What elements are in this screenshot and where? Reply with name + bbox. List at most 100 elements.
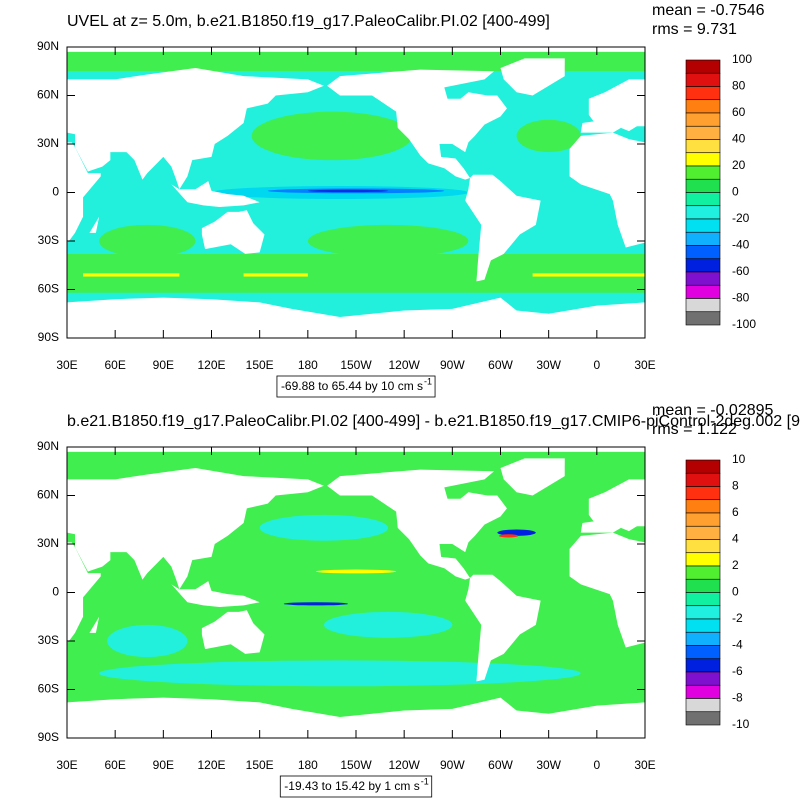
stat: mean = -0.7546 xyxy=(652,2,765,19)
colorbar-box xyxy=(685,112,721,127)
colorbar-label: -100 xyxy=(732,317,756,331)
x-tick-label: 30W xyxy=(536,758,561,772)
colorbar-box xyxy=(685,298,721,313)
range-label: -69.88 to 65.44 by 10 cm s xyxy=(281,379,423,393)
colorbar-box xyxy=(685,178,721,193)
y-tick-label: 30N xyxy=(37,536,59,550)
colorbar-box xyxy=(685,698,721,713)
colorbar-box xyxy=(685,284,721,299)
colorbar-box xyxy=(685,86,721,101)
colorbar-box xyxy=(685,552,721,567)
x-tick-label: 30E xyxy=(634,358,655,372)
colorbar-label: 100 xyxy=(732,52,752,66)
colorbar-label: 6 xyxy=(732,505,739,519)
colorbar-box xyxy=(685,578,721,593)
colorbar-label: 40 xyxy=(732,132,746,146)
x-tick-label: 30E xyxy=(634,758,655,772)
range-unit-exponent: -1 xyxy=(424,376,432,386)
x-tick-label: 60W xyxy=(488,758,513,772)
colorbar-box xyxy=(685,139,721,154)
x-tick-label: 150E xyxy=(246,358,274,372)
colorbar-box xyxy=(685,499,721,514)
map-field xyxy=(67,447,645,738)
colorbar-box xyxy=(685,125,721,140)
colorbar-box xyxy=(685,486,721,501)
x-tick-label: 90E xyxy=(153,358,174,372)
y-tick-label: 90N xyxy=(37,39,59,53)
colorbar-label: 0 xyxy=(732,585,739,599)
x-tick-label: 90W xyxy=(440,358,465,372)
colorbar-label: -6 xyxy=(732,664,743,678)
colorbar-label: -60 xyxy=(732,264,750,278)
colorbar-box xyxy=(685,231,721,246)
y-tick-label: 60N xyxy=(37,488,59,502)
range-unit-exponent: -1 xyxy=(421,776,429,786)
x-tick-label: 120W xyxy=(388,758,420,772)
title: b.e21.B1850.f19_g17.PaleoCalibr.PI.02 [4… xyxy=(67,413,800,430)
range-label-box xyxy=(276,375,436,398)
range-label-box xyxy=(279,775,433,798)
colorbar-box xyxy=(685,165,721,180)
colorbar-box xyxy=(685,192,721,207)
x-tick-label: 0 xyxy=(593,358,600,372)
title: UVEL at z= 5.0m, b.e21.B1850.f19_g17.Pal… xyxy=(67,13,550,30)
colorbar-label: 10 xyxy=(732,452,746,466)
colorbar-label: -40 xyxy=(732,238,750,252)
colorbar-box xyxy=(685,592,721,607)
x-tick-label: 90E xyxy=(153,758,174,772)
y-tick-label: 30N xyxy=(37,136,59,150)
colorbar-label: 2 xyxy=(732,558,739,572)
x-tick-label: 150W xyxy=(340,758,372,772)
colorbar-box xyxy=(685,205,721,220)
stat: rms = 9.731 xyxy=(652,21,737,38)
colorbar-box xyxy=(685,645,721,660)
x-tick-label: 180 xyxy=(298,758,318,772)
colorbar-label: -10 xyxy=(732,717,750,731)
colorbar-box xyxy=(685,565,721,580)
colorbar-box xyxy=(685,99,721,114)
colorbar-box xyxy=(685,525,721,540)
colorbar-label: 80 xyxy=(732,79,746,93)
colorbar-label: 0 xyxy=(732,185,739,199)
colorbar-label: 60 xyxy=(732,105,746,119)
x-tick-label: 120E xyxy=(197,758,225,772)
x-tick-label: 0 xyxy=(593,758,600,772)
colorbar-box xyxy=(685,671,721,686)
range-label: -19.43 to 15.42 by 1 cm s xyxy=(284,779,419,793)
colorbar-label: 4 xyxy=(732,532,739,546)
x-tick-label: 90W xyxy=(440,758,465,772)
y-tick-label: 60S xyxy=(38,682,59,696)
y-tick-label: 90N xyxy=(37,439,59,453)
colorbar-box xyxy=(685,258,721,273)
y-tick-label: 90S xyxy=(38,730,59,744)
map-panel: b.e21.B1850.f19_g17.PaleoCalibr.PI.02 [4… xyxy=(37,402,800,798)
y-tick-label: 60S xyxy=(38,282,59,296)
colorbar-box xyxy=(685,245,721,260)
colorbar-box xyxy=(685,684,721,699)
y-tick-label: 0 xyxy=(52,585,59,599)
x-tick-label: 60W xyxy=(488,358,513,372)
colorbar-box xyxy=(685,631,721,646)
x-tick-label: 180 xyxy=(298,358,318,372)
colorbar-label: -4 xyxy=(732,638,743,652)
colorbar-label: -8 xyxy=(732,691,743,705)
x-tick-label: 120W xyxy=(388,358,420,372)
y-tick-label: 90S xyxy=(38,330,59,344)
colorbar-box xyxy=(685,271,721,286)
x-tick-label: 60E xyxy=(104,358,125,372)
colorbar-box xyxy=(685,539,721,554)
stat: rms = 1.122 xyxy=(652,421,737,438)
x-tick-label: 150E xyxy=(246,758,274,772)
colorbar-box xyxy=(685,72,721,87)
x-tick-label: 30W xyxy=(536,358,561,372)
x-tick-label: 150W xyxy=(340,358,372,372)
colorbar-box xyxy=(685,459,721,474)
colorbar-box xyxy=(685,658,721,673)
x-tick-label: 60E xyxy=(104,758,125,772)
y-tick-label: 30S xyxy=(38,633,59,647)
colorbar-label: 20 xyxy=(732,158,746,172)
y-tick-label: 60N xyxy=(37,88,59,102)
x-tick-label: 120E xyxy=(197,358,225,372)
colorbar-box xyxy=(685,152,721,167)
y-tick-label: 0 xyxy=(52,185,59,199)
